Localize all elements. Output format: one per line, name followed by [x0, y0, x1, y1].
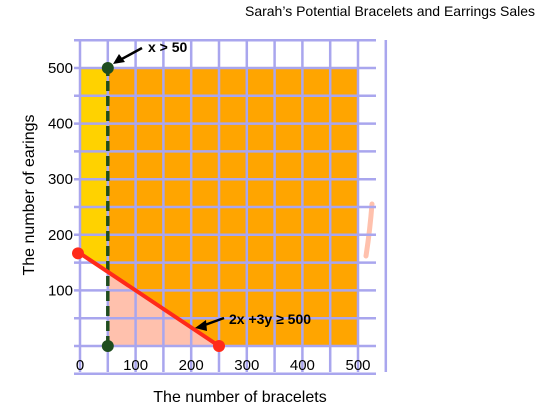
green-endpoint: [101, 340, 114, 352]
tick-labels: 0 100 200 300 400 500 100 200 300 400 500: [48, 60, 371, 374]
green-endpoint: [101, 62, 114, 74]
y-axis-label: The number of earings: [21, 115, 38, 276]
x-tick-label: 400: [290, 357, 315, 374]
x-tick-label: 500: [345, 357, 370, 374]
arrowhead-icon: [113, 54, 125, 64]
x-tick-label: 300: [234, 357, 259, 374]
red-endpoint: [72, 247, 84, 260]
pen-stroke: [363, 201, 375, 259]
y-tick-label: 400: [48, 116, 73, 133]
arrowhead-icon: [195, 320, 207, 331]
y-tick-label: 500: [48, 60, 73, 77]
annotation-x-gt-50: x > 50: [148, 39, 188, 55]
red-endpoint: [213, 340, 225, 352]
annotations: x > 50 2x +3y ≥ 500: [113, 39, 311, 331]
chart-title: Sarah’s Potential Bracelets and Earrings…: [244, 3, 535, 19]
x-tick-label: 100: [123, 357, 148, 374]
yellow-region: [80, 68, 108, 272]
x-tick-label: 200: [179, 357, 204, 374]
y-tick-label: 200: [48, 227, 73, 244]
series-lines: [72, 62, 225, 352]
y-tick-label: 100: [48, 282, 73, 299]
unshaded-region: [80, 253, 108, 346]
y-tick-label: 300: [48, 171, 73, 188]
x-tick-label: 0: [76, 357, 84, 374]
annotation-2x-3y: 2x +3y ≥ 500: [229, 311, 311, 327]
x-axis-label: The number of bracelets: [153, 389, 326, 406]
boundary-line-2x-3y: [78, 251, 221, 348]
arrow-icon: [119, 46, 143, 62]
